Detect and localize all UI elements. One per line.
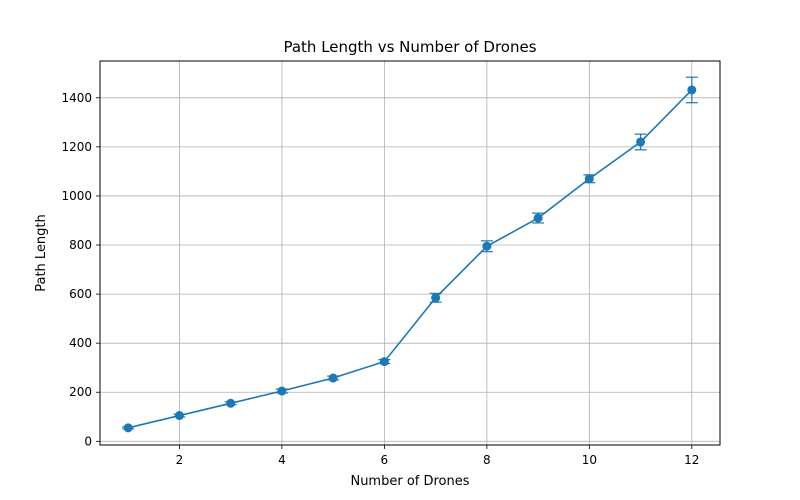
chart-title: Path Length vs Number of Drones [283, 38, 536, 56]
data-point [482, 241, 492, 251]
data-point [687, 85, 697, 95]
y-tick-label: 800 [69, 238, 92, 252]
y-tick-label: 1400 [61, 91, 92, 105]
grid [100, 61, 720, 445]
y-axis-label: Path Length [34, 214, 49, 292]
x-tick-label: 8 [483, 453, 491, 467]
y-tick-label: 0 [84, 434, 92, 448]
data-series [122, 76, 698, 433]
data-point [636, 137, 646, 147]
axis-ticks: 2 4 6 8 10 12 0 200 400 600 800 1000 1200 1400 [61, 91, 699, 467]
data-point [584, 174, 594, 184]
y-tick-label: 400 [69, 336, 92, 350]
x-tick-label: 2 [176, 453, 184, 467]
y-tick-label: 1200 [61, 140, 92, 154]
y-tick-label: 1000 [61, 189, 92, 203]
x-tick-label: 6 [381, 453, 389, 467]
data-point [174, 411, 184, 421]
data-point [226, 398, 236, 408]
y-tick-label: 200 [69, 385, 92, 399]
x-axis-label: Number of Drones [350, 474, 469, 489]
x-tick-label: 4 [278, 453, 286, 467]
y-tick-label: 600 [69, 287, 92, 301]
data-point [533, 213, 543, 223]
x-tick-label: 12 [684, 453, 699, 467]
data-point [123, 423, 133, 433]
plot-frame [99, 60, 721, 446]
data-point [328, 373, 338, 383]
data-point [431, 293, 441, 303]
data-point [379, 357, 389, 367]
data-point [277, 386, 287, 396]
series-line [127, 89, 693, 429]
x-tick-label: 10 [582, 453, 597, 467]
